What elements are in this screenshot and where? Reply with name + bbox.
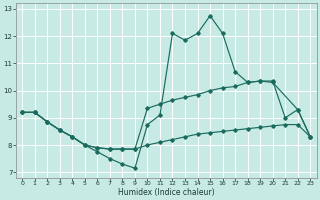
X-axis label: Humidex (Indice chaleur): Humidex (Indice chaleur) [118,188,214,197]
